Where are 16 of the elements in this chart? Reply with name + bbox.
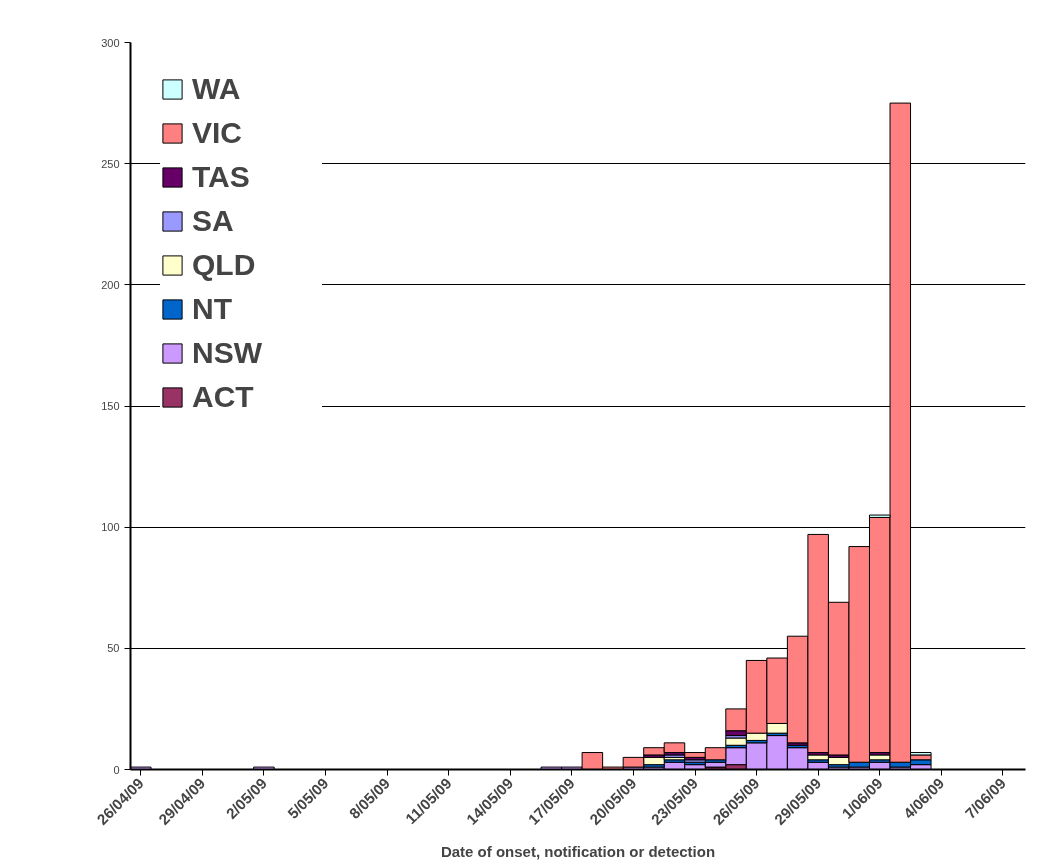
x-axis-title: Date of onset, notification or detection bbox=[440, 842, 716, 860]
legend-label: WA bbox=[192, 72, 242, 106]
legend-label: TAS bbox=[192, 160, 251, 194]
y-tick-label: 150 bbox=[101, 400, 120, 412]
y-tick-label: 0 bbox=[113, 763, 120, 776]
legend-label: NT bbox=[192, 292, 233, 326]
legend-label: NSW bbox=[192, 336, 263, 370]
y-tick-label: 100 bbox=[101, 521, 120, 534]
y-tick-label: 300 bbox=[101, 36, 120, 49]
legend-label: QLD bbox=[192, 248, 257, 282]
legend-label: VIC bbox=[192, 116, 243, 150]
y-tick-label: 50 bbox=[107, 642, 120, 655]
legend-label: ACT bbox=[192, 380, 255, 414]
y-tick-label: 200 bbox=[101, 278, 120, 291]
legend-label: SA bbox=[192, 204, 235, 238]
y-tick-label: 250 bbox=[101, 157, 120, 170]
